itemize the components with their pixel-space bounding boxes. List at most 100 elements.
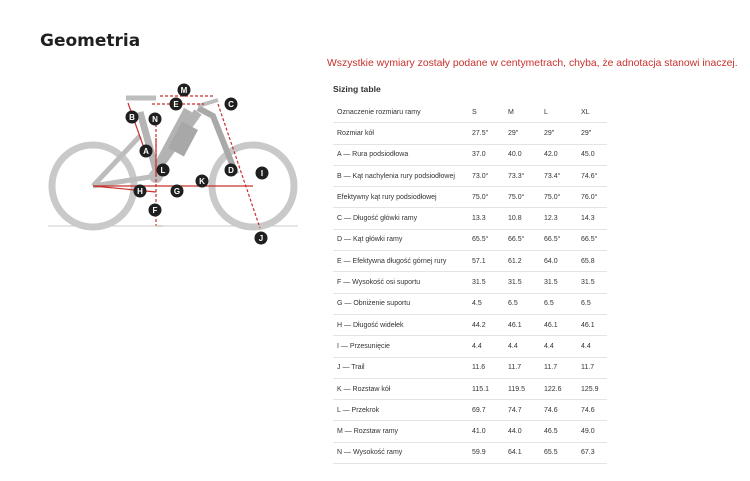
svg-text:C: C [228, 100, 234, 109]
table-cell: 31.5 [577, 271, 607, 294]
row-label: Rozmiar kół [333, 122, 468, 145]
table-cell: 29" [540, 122, 577, 145]
sizing-table-title: Sizing table [333, 84, 381, 94]
row-label: A — Rura podsiodłowa [333, 144, 468, 166]
table-cell: 75.0° [540, 186, 577, 209]
marker-a: A [139, 144, 153, 158]
row-label: I — Przesunięcie [333, 335, 468, 358]
dimension-markers: M E C B N A L H G K D I F J [125, 83, 269, 245]
svg-text:H: H [137, 187, 143, 196]
row-label: L — Przekrok [333, 399, 468, 422]
table-cell: 11.7 [577, 357, 607, 379]
marker-b: B [125, 110, 139, 124]
table-cell: 65.5 [540, 442, 577, 465]
row-label: F — Wysokość osi suportu [333, 271, 468, 294]
marker-g: G [170, 184, 184, 198]
table-row: C — Długość główki ramy 13.3 10.8 12.3 14.3 [333, 207, 607, 230]
table-cell: 66.5° [504, 229, 540, 252]
row-label: C — Długość główki ramy [333, 207, 468, 230]
table-cell: 74.7 [504, 399, 540, 422]
table-cell: 46.1 [504, 314, 540, 337]
table-row: Efektywny kąt rury podsiodłowej 75.0° 75.0… [333, 186, 607, 209]
table-cell: 11.7 [504, 357, 540, 379]
table-row: F — Wysokość osi suportu 31.5 31.5 31.5 31.5 [333, 271, 607, 294]
marker-d: D [224, 163, 238, 177]
row-label: M — Rozstaw ramy [333, 420, 468, 443]
table-row: N — Wysokość ramy 59.9 64.1 65.5 67.3 [333, 442, 607, 465]
table-cell: 44.0 [504, 420, 540, 443]
table-cell: 75.0° [468, 186, 504, 209]
table-cell: 46.1 [577, 314, 607, 337]
table-cell: 6.5 [540, 293, 577, 315]
marker-j: J [254, 231, 268, 245]
sizing-table-body: Rozmiar kół 27.5" 29" 29" 29" A — Rura podsio… [333, 122, 607, 465]
table-row: J — Trail 11.6 11.7 11.7 11.7 [333, 357, 607, 379]
svg-text:F: F [153, 206, 158, 215]
svg-text:M: M [181, 86, 188, 95]
table-cell: 73.4° [540, 165, 577, 188]
table-row: M — Rozstaw ramy 41.0 44.0 46.5 49.0 [333, 420, 607, 443]
header-s: S [468, 102, 504, 124]
bike-geometry-diagram: M E C B N A L H G K D I F J [48, 83, 298, 245]
row-label: H — Długość widełek [333, 314, 468, 337]
table-cell: 74.6 [577, 399, 607, 422]
table-row: Rozmiar kół 27.5" 29" 29" 29" [333, 122, 607, 145]
table-cell: 122.6 [540, 378, 577, 401]
table-cell: 57.1 [468, 250, 504, 273]
table-header-row: Oznaczenie rozmiaru ramy S M L XL [333, 102, 607, 124]
table-cell: 44.2 [468, 314, 504, 337]
table-cell: 13.3 [468, 207, 504, 230]
bike-illustration [48, 95, 298, 231]
table-cell: 115.1 [468, 378, 504, 401]
table-cell: 41.0 [468, 420, 504, 443]
table-cell: 10.8 [504, 207, 540, 230]
units-note: Wszystkie wymiary zostały podane w centy… [327, 58, 738, 69]
table-row: G — Obniżenie suportu 4.5 6.5 6.5 6.5 [333, 293, 607, 315]
table-cell: 69.7 [468, 399, 504, 422]
table-cell: 42.0 [540, 144, 577, 166]
table-row: I — Przesunięcie 4.4 4.4 4.4 4.4 [333, 335, 607, 358]
table-cell: 12.3 [540, 207, 577, 230]
table-cell: 46.5 [540, 420, 577, 443]
row-label: E — Efektywna długość górnej rury [333, 250, 468, 273]
row-label: K — Rozstaw kół [333, 378, 468, 401]
page-title: Geometria [40, 31, 141, 51]
svg-text:J: J [259, 234, 263, 243]
table-cell: 46.1 [540, 314, 577, 337]
table-cell: 40.0 [504, 144, 540, 166]
sizing-table: Oznaczenie rozmiaru ramy S M L XL Rozmia… [333, 102, 607, 465]
table-cell: 4.4 [504, 335, 540, 358]
table-cell: 31.5 [540, 271, 577, 294]
table-cell: 14.3 [577, 207, 607, 230]
table-row: A — Rura podsiodłowa 37.0 40.0 42.0 45.0 [333, 144, 607, 166]
table-cell: 45.0 [577, 144, 607, 166]
table-cell: 6.5 [504, 293, 540, 315]
table-row: D — Kąt główki ramy 65.5° 66.5° 66.5° 66.5° [333, 229, 607, 252]
table-cell: 4.4 [468, 335, 504, 358]
marker-h: H [133, 184, 147, 198]
svg-text:A: A [143, 147, 149, 156]
table-row: L — Przekrok 69.7 74.7 74.6 74.6 [333, 399, 607, 422]
table-cell: 4.4 [577, 335, 607, 358]
marker-c: C [224, 97, 238, 111]
table-cell: 11.7 [540, 357, 577, 379]
table-cell: 67.3 [577, 442, 607, 465]
table-cell: 64.1 [504, 442, 540, 465]
table-cell: 4.4 [540, 335, 577, 358]
header-xl: XL [577, 102, 607, 124]
svg-text:G: G [174, 187, 180, 196]
marker-f: F [148, 203, 162, 217]
row-label: J — Trail [333, 357, 468, 379]
svg-text:B: B [129, 113, 135, 122]
table-cell: 66.5° [577, 229, 607, 252]
svg-text:N: N [152, 115, 158, 124]
table-cell: 125.9 [577, 378, 607, 401]
svg-text:K: K [199, 177, 205, 186]
marker-l: L [156, 163, 170, 177]
row-label: B — Kąt nachylenia rury podsiodłowej [333, 165, 468, 188]
table-cell: 73.3° [504, 165, 540, 188]
table-cell: 74.6° [577, 165, 607, 188]
table-row: K — Rozstaw kół 115.1 119.5 122.6 125.9 [333, 378, 607, 401]
header-m: M [504, 102, 540, 124]
row-label: N — Wysokość ramy [333, 442, 468, 465]
